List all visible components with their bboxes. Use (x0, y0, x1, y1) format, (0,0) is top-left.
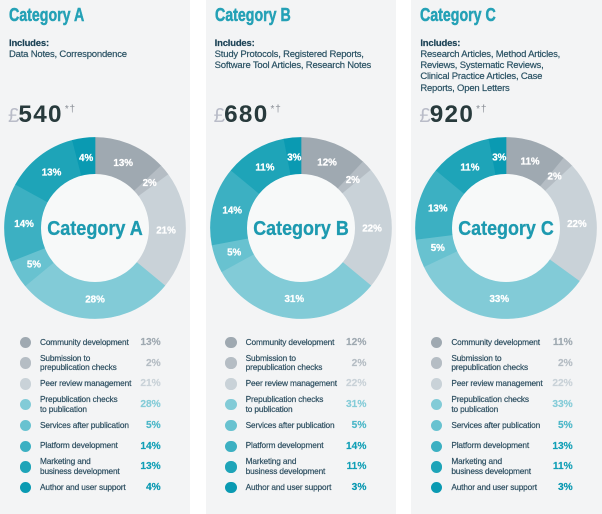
svg-text:11%: 11% (460, 162, 479, 173)
svg-text:3%: 3% (287, 153, 301, 164)
svg-text:22%: 22% (362, 223, 382, 234)
svg-text:13%: 13% (428, 204, 448, 215)
svg-text:14%: 14% (222, 206, 242, 217)
svg-text:2%: 2% (547, 172, 561, 183)
svg-text:5%: 5% (227, 248, 241, 259)
svg-text:31%: 31% (284, 294, 304, 305)
svg-text:22%: 22% (567, 219, 587, 230)
svg-text:11%: 11% (255, 162, 274, 173)
svg-text:11%: 11% (520, 157, 539, 168)
svg-text:21%: 21% (156, 226, 176, 237)
svg-text:5%: 5% (430, 243, 444, 254)
svg-text:3%: 3% (492, 153, 506, 164)
svg-text:Category A: Category A (48, 218, 144, 240)
svg-text:5%: 5% (27, 260, 41, 271)
svg-text:Category B: Category B (253, 218, 349, 240)
svg-text:33%: 33% (489, 294, 509, 305)
svg-text:2%: 2% (143, 178, 157, 189)
svg-text:12%: 12% (317, 157, 337, 168)
svg-text:13%: 13% (114, 158, 134, 169)
svg-text:28%: 28% (85, 294, 105, 305)
svg-text:13%: 13% (42, 167, 62, 178)
svg-text:2%: 2% (346, 175, 360, 186)
svg-text:14%: 14% (15, 219, 35, 230)
svg-text:Category C: Category C (458, 218, 554, 240)
svg-text:4%: 4% (79, 153, 93, 164)
